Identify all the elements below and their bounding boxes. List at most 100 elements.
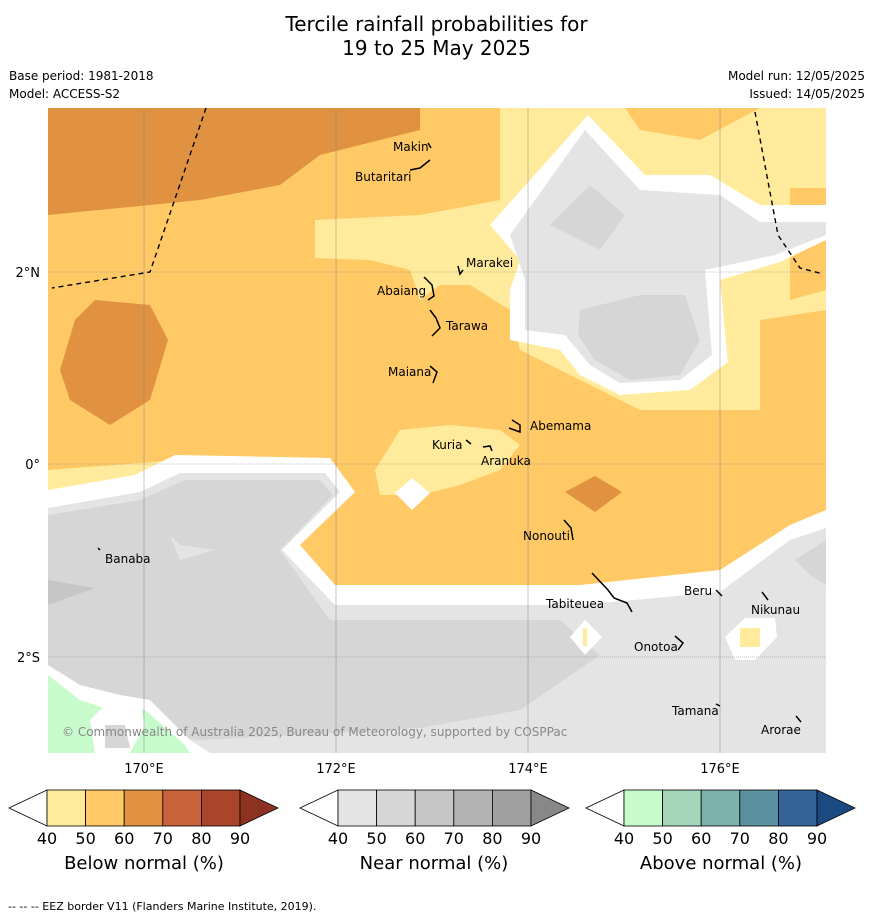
island-label-tabiteuea: Tabiteuea	[545, 597, 604, 611]
lat-label-0: 0°	[25, 458, 40, 473]
colorbar-above: 40 50 60 70 80 90	[585, 789, 856, 848]
island-shape-nikunau	[761, 591, 769, 601]
colorbar-near-extend-high	[530, 789, 570, 827]
colorbar-below-tick: 90	[230, 829, 250, 848]
lon-label-176: 176°E	[700, 762, 740, 777]
gridlines	[48, 108, 826, 753]
region-white-center	[395, 478, 430, 510]
island-shape-makin	[427, 142, 432, 149]
island-shape-abemama	[508, 419, 521, 434]
colorbar-near-extend-low	[299, 789, 339, 827]
colorbar-near: 40 50 60 70 80 90	[299, 789, 570, 848]
region-below-40-50-center	[375, 425, 520, 495]
colorbar-below-segment-2	[85, 789, 125, 827]
colorbar-below-segment-1	[46, 789, 86, 827]
region-below-40-50-s1	[583, 628, 587, 646]
colorbar-above-tick: 80	[768, 829, 788, 848]
copyright-text: © Commonwealth of Australia 2025, Bureau…	[62, 725, 567, 739]
colorbar-near-segment-2	[376, 789, 416, 827]
island-shape-nonouti	[563, 519, 574, 541]
colorbar-near-tick: 40	[328, 829, 348, 848]
island-shape-tabiteuea	[591, 572, 633, 613]
model-run: Model run: 12/05/2025	[727, 69, 865, 83]
island-label-arorae: Arorae	[761, 723, 801, 737]
colorbar-near-segment-5	[491, 789, 532, 827]
colorbar-near-segment-1	[337, 789, 377, 827]
lat-label-2n: 2°N	[16, 266, 41, 281]
colorbar-below-label: Below normal (%)	[64, 853, 224, 874]
island-shape-banaba	[97, 547, 101, 551]
colorbar-above-extend-low	[585, 789, 625, 827]
colorbar-near-tick: 70	[444, 829, 464, 848]
colorbar-near-tick: 90	[521, 829, 541, 848]
colorbar-above-extend-high	[816, 789, 856, 827]
eez-border-east	[754, 111, 824, 275]
title-line-2: 19 to 25 May 2025	[342, 36, 531, 60]
island-label-maiana: Maiana	[388, 365, 431, 379]
colorbar-above-tick: 90	[807, 829, 827, 848]
island-label-butaritari: Butaritari	[355, 170, 412, 184]
map-fill	[48, 108, 826, 753]
island-shape-butaritari	[409, 159, 431, 171]
eez-border-west	[51, 107, 207, 289]
island-shapes	[97, 142, 802, 723]
colorbar-below-tick: 40	[37, 829, 57, 848]
island-label-abemama: Abemama	[530, 419, 591, 433]
colorbar-above-tick: 50	[652, 829, 672, 848]
colorbar-below-tick: 70	[153, 829, 173, 848]
colorbar-near-label: Near normal (%)	[359, 853, 509, 874]
colorbar-above-tick: 40	[614, 829, 634, 848]
island-shape-maiana	[429, 365, 438, 384]
lat-label-2s: 2°S	[17, 651, 40, 666]
lon-label-172: 172°E	[316, 762, 356, 777]
colorbar-below-segment-4	[162, 789, 202, 827]
island-shape-onotoa	[674, 635, 685, 651]
island-shape-marakei	[457, 265, 464, 276]
island-shape-tamana	[715, 703, 721, 707]
colorbar-below-extend-low	[8, 789, 48, 827]
island-label-banaba: Banaba	[105, 552, 151, 566]
base-period: Base period: 1981-2018	[9, 69, 154, 83]
region-near-40-50-inner	[170, 535, 215, 560]
region-below-60-70	[48, 108, 420, 215]
issued-date: Issued: 14/05/2025	[749, 87, 865, 101]
island-label-aranuka: Aranuka	[481, 454, 531, 468]
colorbar-near-tick: 80	[482, 829, 502, 848]
island-label-makin: Makin	[393, 140, 429, 154]
island-label-nonouti: Nonouti	[523, 529, 570, 543]
axis-labels: 2°N 0° 2°S 170°E 172°E 174°E 176°E	[16, 266, 740, 777]
eez-border	[51, 107, 824, 289]
colorbar-above-segment-2	[662, 789, 702, 827]
colorbar-above-segment-3	[700, 789, 741, 827]
region-near-60-70-west	[48, 580, 95, 605]
lon-label-174: 174°E	[508, 762, 548, 777]
colorbar-above-label: Above normal (%)	[639, 853, 803, 874]
colorbar-below-extend-high	[239, 789, 279, 827]
region-near-50-60-ne-b	[578, 295, 700, 380]
region-below-40-50-s2	[740, 628, 760, 647]
colorbar-near-segment-4	[453, 789, 493, 827]
colorbar-above-segment-4	[739, 789, 779, 827]
colorbar-above-tick: 70	[730, 829, 750, 848]
island-labels: Makin Butaritari Marakei Abaiang Tarawa …	[105, 140, 801, 737]
colorbar-near-segment-3	[414, 789, 455, 827]
model-name: Model: ACCESS-S2	[9, 87, 121, 101]
island-label-abaiang: Abaiang	[377, 284, 426, 298]
island-shape-arorae	[795, 715, 802, 723]
colorbar-near-tick: 60	[405, 829, 425, 848]
colorbar-below-segment-5	[200, 789, 241, 827]
colorbar-below-segment-3	[123, 789, 164, 827]
region-near-50-60-south	[48, 480, 600, 740]
island-shape-beru	[715, 589, 723, 597]
island-label-onotoa: Onotoa	[634, 640, 678, 654]
island-shape-abaiang	[423, 276, 435, 301]
colorbar-above-segment-1	[623, 789, 663, 827]
island-shape-aranuka	[482, 445, 493, 452]
colorbar-below: 40 50 60 70 80 90	[8, 789, 279, 848]
island-label-kuria: Kuria	[432, 438, 463, 452]
island-label-marakei: Marakei	[466, 256, 513, 270]
colorbar-near-tick: 50	[366, 829, 386, 848]
colorbar-below-tick: 60	[114, 829, 134, 848]
lon-label-170: 170°E	[124, 762, 164, 777]
island-shape-kuria	[465, 439, 472, 445]
